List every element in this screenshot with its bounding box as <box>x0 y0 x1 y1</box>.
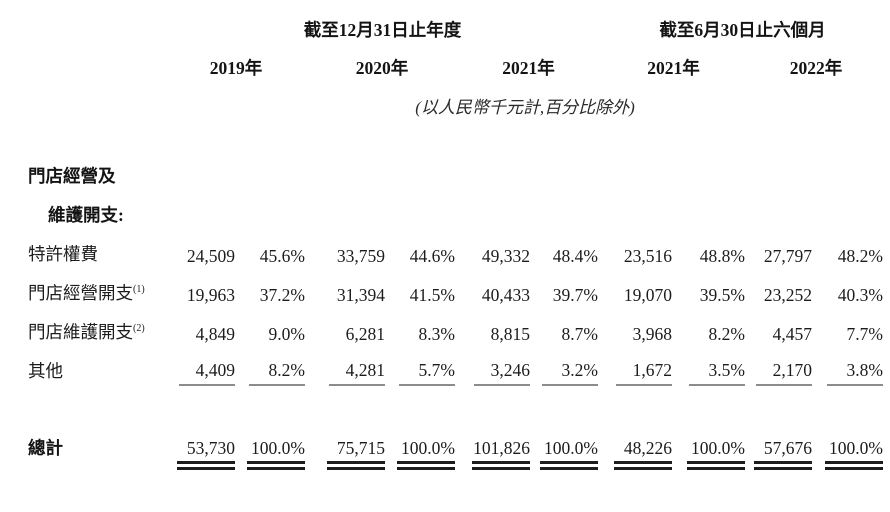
empty-cell <box>165 152 885 190</box>
table-cell: 40.3% <box>837 284 883 305</box>
table-cell: 101,826 <box>457 415 532 472</box>
row-label: 其他 <box>28 360 63 381</box>
table-cell: 37.2% <box>259 284 305 305</box>
table-cell: 8.3% <box>418 323 455 344</box>
table-cell: 100.0% <box>814 415 885 472</box>
row-label: 門店維護開支(2) <box>28 321 145 342</box>
period-header-annual: 截至12月31日止年度 <box>303 19 462 40</box>
table-cell: 53,730 <box>165 415 237 472</box>
prospectus-expense-table-page: 截至12月31日止年度 截至6月30日止六個月 2019年 2020年 2021… <box>0 12 890 512</box>
table-cell: 48.4% <box>552 245 598 266</box>
table-cell: 2,170 <box>747 346 814 388</box>
empty-cell <box>0 12 165 42</box>
table-cell: 48,226 <box>600 415 674 472</box>
table-cell: 48.2% <box>837 245 883 266</box>
table-cell: 27,797 <box>763 245 812 266</box>
year-header-2022-interim: 2022年 <box>789 57 843 78</box>
table-cell: 4,281 <box>307 346 387 388</box>
table-cell: 39.7% <box>552 284 598 305</box>
expenses-table: 截至12月31日止年度 截至6月30日止六個月 2019年 2020年 2021… <box>0 12 885 472</box>
table-cell: 100.0% <box>674 415 747 472</box>
table-cell: 4,457 <box>772 323 812 344</box>
table-cell: 8.2% <box>708 323 745 344</box>
table-row-store-maintenance: 門店維護開支(2) 4,849 9.0% 6,281 8.3% 8,815 8.… <box>0 307 885 346</box>
table-cell: 4,849 <box>195 323 235 344</box>
table-cell: 8,815 <box>490 323 530 344</box>
period-header-row: 截至12月31日止年度 截至6月30日止六個月 <box>0 12 885 42</box>
table-cell: 8.2% <box>237 346 307 388</box>
table-cell: 100.0% <box>387 415 457 472</box>
table-cell: 19,070 <box>623 284 672 305</box>
table-row-others: 其他 4,409 8.2% 4,281 5.7% 3,246 3.2% 1,67… <box>0 346 885 388</box>
table-cell: 40,433 <box>481 284 530 305</box>
empty-cell <box>0 80 165 122</box>
table-cell: 100.0% <box>237 415 307 472</box>
section-label-line1: 門店經營及 <box>28 165 116 186</box>
table-cell: 45.6% <box>259 245 305 266</box>
year-header-2020: 2020年 <box>355 57 409 78</box>
table-cell: 44.6% <box>409 245 455 266</box>
units-note-row: (以人民幣千元計,百分比除外) <box>0 80 885 122</box>
table-row-franchise-fee: 特許權費 24,509 45.6% 33,759 44.6% 49,332 48… <box>0 229 885 268</box>
table-cell: 19,963 <box>186 284 235 305</box>
empty-cell <box>165 190 885 229</box>
empty-cell <box>0 42 165 80</box>
table-cell: 24,509 <box>186 245 235 266</box>
table-cell: 57,676 <box>747 415 814 472</box>
table-cell: 33,759 <box>336 245 385 266</box>
total-row-label: 總計 <box>28 437 63 458</box>
table-cell: 1,672 <box>600 346 674 388</box>
period-header-interim: 截至6月30日止六個月 <box>659 19 826 40</box>
footnote-marker: (1) <box>133 283 145 295</box>
year-header-2019: 2019年 <box>209 57 263 78</box>
section-header-row-1: 門店經營及 <box>0 152 885 190</box>
year-header-row: 2019年 2020年 2021年 2021年 2022年 <box>0 42 885 80</box>
table-row-store-operation: 門店經營開支(1) 19,963 37.2% 31,394 41.5% 40,4… <box>0 268 885 307</box>
row-label: 特許權費 <box>28 243 98 264</box>
table-cell: 75,715 <box>307 415 387 472</box>
table-cell: 23,516 <box>623 245 672 266</box>
table-cell: 23,252 <box>763 284 812 305</box>
table-cell: 3,246 <box>457 346 532 388</box>
table-cell: 4,409 <box>165 346 237 388</box>
spacer <box>0 388 885 415</box>
table-cell: 3,968 <box>632 323 672 344</box>
footnote-marker: (2) <box>133 322 145 334</box>
units-note: (以人民幣千元計,百分比除外) <box>415 98 635 118</box>
table-cell: 8.7% <box>561 323 598 344</box>
table-cell: 31,394 <box>336 284 385 305</box>
table-cell: 5.7% <box>387 346 457 388</box>
section-label-line2: 維護開支: <box>48 204 124 225</box>
spacer <box>0 122 885 152</box>
year-header-2021-interim: 2021年 <box>647 57 700 78</box>
table-row-total: 總計 53,730 100.0% 75,715 100.0% 101,826 1… <box>0 415 885 472</box>
table-cell: 9.0% <box>268 323 305 344</box>
table-cell: 7.7% <box>846 323 883 344</box>
table-cell: 41.5% <box>409 284 455 305</box>
table-cell: 3.2% <box>532 346 600 388</box>
table-cell: 3.8% <box>814 346 885 388</box>
year-header-2021: 2021年 <box>502 57 555 78</box>
table-cell: 39.5% <box>699 284 745 305</box>
table-cell: 49,332 <box>481 245 530 266</box>
table-cell: 100.0% <box>532 415 600 472</box>
row-label: 門店經營開支(1) <box>28 282 145 303</box>
table-cell: 6,281 <box>345 323 385 344</box>
section-header-row-2: 維護開支: <box>0 190 885 229</box>
table-cell: 3.5% <box>674 346 747 388</box>
table-cell: 48.8% <box>699 245 745 266</box>
